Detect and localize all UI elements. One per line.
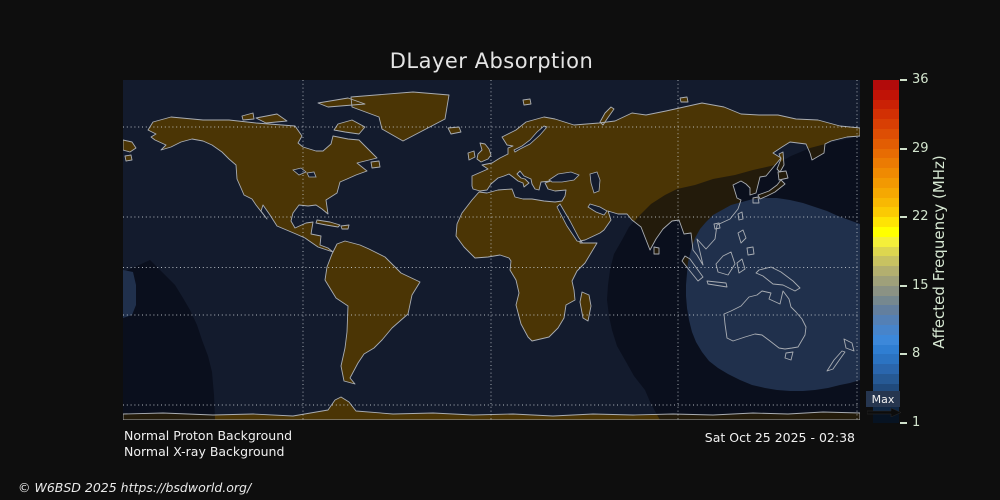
colorbar-segment: [873, 383, 899, 394]
colorbar-tick-label: 8: [912, 346, 921, 362]
colorbar-ticks: 36 29 22 15 8 1: [899, 72, 959, 430]
colorbar-segment: [873, 324, 899, 335]
max-marker-arrow-icon: [867, 408, 902, 417]
colorbar-segment: [873, 80, 899, 90]
background-status: Normal Proton Background Normal X-ray Ba…: [124, 428, 292, 460]
world-map: [123, 80, 860, 420]
colorbar-tick-dash: [900, 216, 907, 219]
colorbar-tick-label: 29: [912, 140, 929, 156]
colorbar-segment: [873, 344, 899, 355]
colorbar-segment: [873, 403, 899, 414]
max-marker-label: Max: [866, 391, 900, 407]
colorbar-segment: [873, 266, 899, 276]
colorbar-segment: [873, 295, 899, 306]
colorbar-segment: [873, 99, 899, 110]
colorbar-tick-label: 36: [912, 72, 929, 87]
colorbar-segment: [873, 148, 899, 159]
colorbar-tick-dash: [900, 353, 907, 356]
colorbar-segment: [873, 187, 899, 198]
colorbar-segment: [873, 226, 899, 237]
colorbar-segment: [873, 207, 899, 218]
colorbar-segment: [873, 168, 899, 178]
colorbar-tick-label: 1: [912, 415, 921, 430]
colorbar-segment: [873, 128, 899, 139]
colorbar-tick-label: 15: [912, 277, 929, 293]
colorbar-segment: [873, 334, 899, 345]
colorbar-segment: [873, 89, 899, 100]
colorbar-segment: [873, 158, 899, 169]
colorbar-segment: [873, 236, 899, 247]
colorbar-tick-dash: [900, 422, 907, 424]
colorbar-segment: [873, 177, 899, 188]
copyright-text: © W6BSD 2025 https://bsdworld.org/: [18, 480, 252, 495]
colorbar-tick-label: 22: [912, 209, 929, 225]
inland-seas: [292, 125, 608, 243]
colorbar-segment: [873, 109, 899, 120]
colorbar-tick-dash: [900, 79, 907, 81]
colorbar-segment: [873, 119, 899, 129]
world-map-svg: [123, 80, 860, 420]
colorbar-segment: [873, 364, 899, 374]
colorbar-segment: [873, 315, 899, 325]
xray-status-text: Normal X-ray Background: [124, 444, 285, 459]
colorbar-segment: [873, 373, 899, 384]
colorbar-segment: [873, 217, 899, 227]
colorbar-segment: [873, 197, 899, 208]
colorbar-segment: [873, 354, 899, 365]
colorbar-segment: [873, 285, 899, 296]
colorbar-segment: [873, 246, 899, 257]
colorbar-segment: [873, 305, 899, 316]
colorbar: [873, 80, 899, 423]
colorbar-tick-dash: [900, 284, 907, 287]
proton-status-text: Normal Proton Background: [124, 428, 293, 443]
colorbar-segment: [873, 275, 899, 286]
page-title: DLayer Absorption: [389, 49, 594, 73]
colorbar-axis-label: Affected Frequency (MHz): [920, 80, 958, 423]
timestamp-text: Sat Oct 25 2025 - 02:38: [704, 430, 855, 445]
colorbar-axis-label-text: Affected Frequency (MHz): [930, 154, 948, 349]
colorbar-segment: [873, 256, 899, 267]
colorbar-segment: [873, 413, 899, 423]
colorbar-tick-dash: [900, 147, 907, 150]
absorption-region-inner: [123, 198, 860, 391]
colorbar-segment: [873, 138, 899, 149]
